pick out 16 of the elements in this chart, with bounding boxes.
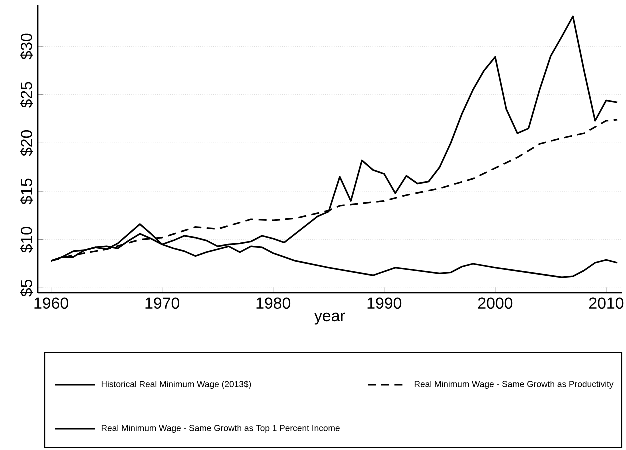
y-tick-label: $5: [20, 280, 34, 297]
legend-label: Real Minimum Wage - Same Growth as Top 1 Percent Income: [102, 424, 340, 434]
legend-label: Historical Real Minimum Wage (2013$): [102, 380, 252, 390]
x-tick-label: 2000: [478, 298, 513, 310]
y-tick-label: $25: [20, 82, 34, 108]
y-tick-label: $15: [20, 178, 34, 205]
x-tick-label: 1960: [34, 298, 68, 310]
legend-label: Real Minimum Wage - Same Growth as Productivity: [414, 380, 614, 390]
x-axis-title: year: [314, 312, 346, 325]
y-tick-label: $20: [20, 130, 34, 156]
x-tick-label: 1990: [368, 298, 402, 310]
x-tick-label: 2010: [589, 298, 624, 310]
y-tick-label: $10: [20, 227, 34, 254]
x-tick-label: 1970: [146, 298, 180, 310]
x-tick-label: 1980: [256, 298, 291, 310]
y-tick-label: $30: [20, 34, 34, 60]
